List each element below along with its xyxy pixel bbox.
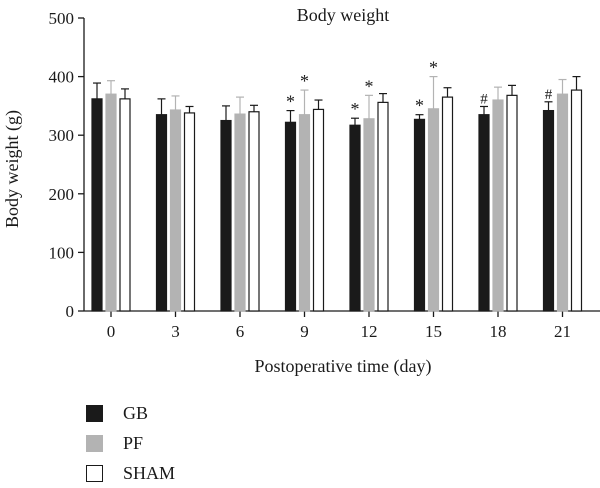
x-tick-label: 12 xyxy=(361,322,378,341)
x-tick-label: 0 xyxy=(107,322,116,341)
bar-gb xyxy=(349,124,361,312)
y-tick-label: 100 xyxy=(49,243,75,262)
bar-pf xyxy=(234,113,246,312)
bar-pf xyxy=(363,118,375,312)
bar-series-group: ******# # xyxy=(91,58,583,312)
bar-sham xyxy=(312,108,325,312)
y-tick-label: 0 xyxy=(66,302,75,321)
x-tick-label: 21 xyxy=(554,322,571,341)
bar-pf xyxy=(169,109,182,312)
significance-marker: * xyxy=(365,76,374,96)
significance-marker: * xyxy=(286,92,295,112)
y-axis: 0 100 200 300 400 500 xyxy=(49,9,85,321)
bar-pf xyxy=(105,93,117,312)
x-axis: 0 3 6 9 12 15 18 21 xyxy=(84,310,600,341)
y-tick-label: 400 xyxy=(49,68,75,87)
bar-pf xyxy=(427,108,440,312)
significance-marker: * xyxy=(415,96,424,116)
legend-label-sham: SHAM xyxy=(123,462,176,483)
y-tick-label: 200 xyxy=(49,185,75,204)
legend-label-gb: GB xyxy=(123,402,149,423)
chart-title: Body weight xyxy=(297,5,390,25)
y-axis-label: Body weight (g) xyxy=(2,110,23,228)
bar-sham xyxy=(248,111,260,312)
legend-item-pf: PF xyxy=(86,428,175,458)
significance-marker: # xyxy=(545,87,553,103)
legend-item-gb: GB xyxy=(86,398,175,428)
x-tick-label: 18 xyxy=(490,322,507,341)
bar-sham xyxy=(570,89,583,312)
x-axis-label: Postoperative time (day) xyxy=(255,356,432,377)
bar-sham xyxy=(506,94,518,312)
bar-gb xyxy=(220,119,232,312)
legend-label-pf: PF xyxy=(123,432,144,453)
bar-gb xyxy=(155,114,168,312)
significance-marker: # xyxy=(480,91,488,107)
bar-sham xyxy=(377,101,389,312)
x-tick-label: 15 xyxy=(425,322,442,341)
legend-item-sham: SHAM xyxy=(86,458,175,488)
bar-sham xyxy=(119,98,131,312)
bar-gb xyxy=(478,114,490,312)
x-tick-label: 3 xyxy=(171,322,180,341)
x-tick-label: 6 xyxy=(236,322,245,341)
bar-sham xyxy=(183,112,196,312)
bar-gb xyxy=(542,109,555,312)
significance-marker: * xyxy=(300,71,309,91)
legend-swatch-pf xyxy=(86,434,103,452)
bar-gb xyxy=(413,118,426,312)
bar-pf xyxy=(492,99,504,312)
legend-swatch-sham xyxy=(86,464,103,482)
bar-gb xyxy=(284,121,297,312)
bar-pf xyxy=(556,93,569,312)
bar-pf xyxy=(298,114,311,312)
significance-marker: * xyxy=(429,58,438,78)
bar-gb xyxy=(91,98,103,312)
chart-legend: GB PF SHAM xyxy=(86,398,175,488)
significance-marker: * xyxy=(351,99,360,119)
bar-sham xyxy=(441,96,454,312)
y-tick-label: 300 xyxy=(49,126,75,145)
x-tick-label: 9 xyxy=(300,322,309,341)
y-tick-label: 500 xyxy=(49,9,75,28)
legend-swatch-gb xyxy=(86,404,103,422)
